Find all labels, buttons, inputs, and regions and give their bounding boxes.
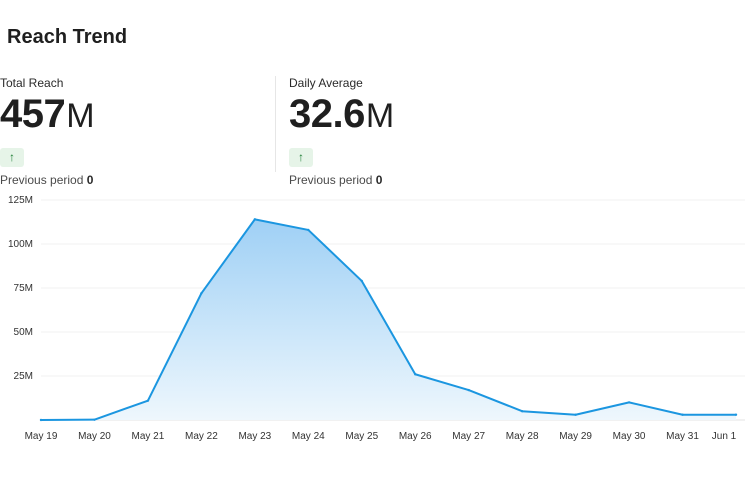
metric-number: 457	[0, 92, 66, 136]
y-tick-label: 125M	[8, 195, 33, 206]
x-tick-label: May 24	[292, 431, 325, 442]
x-tick-label: Jun 1	[712, 431, 737, 442]
y-tick-label: 25M	[14, 371, 33, 382]
data-point	[414, 373, 417, 376]
data-point	[307, 228, 310, 232]
x-tick-label: May 19	[25, 431, 58, 442]
y-tick-label: 75M	[14, 283, 33, 294]
x-tick-label: May 22	[185, 431, 218, 442]
previous-period-label: Previous period	[289, 173, 373, 187]
x-tick-label: May 20	[78, 431, 111, 442]
metric-value: 457M	[0, 94, 95, 143]
data-point	[253, 218, 257, 221]
data-point	[93, 418, 96, 421]
x-tick-label: May 28	[506, 431, 539, 442]
x-tick-label: May 27	[452, 431, 485, 442]
metric-divider	[275, 76, 276, 172]
x-tick-label: May 30	[613, 431, 646, 442]
data-point	[681, 413, 684, 416]
x-tick-label: May 21	[132, 431, 165, 442]
arrow-up-icon: ↑	[289, 148, 313, 167]
area-fill	[41, 219, 736, 420]
previous-period-value: 0	[86, 173, 94, 187]
metric-value: 32.6M	[289, 94, 394, 143]
data-point	[39, 418, 43, 422]
metric-unit: M	[66, 97, 95, 135]
data-point	[627, 401, 631, 404]
reach-series-line	[40, 218, 736, 421]
data-point	[574, 413, 577, 416]
x-tick-label: May 31	[666, 431, 699, 442]
previous-period: Previous period 0	[0, 173, 95, 187]
data-point	[734, 413, 738, 416]
metric-label: Total Reach	[0, 76, 64, 90]
arrow-up-icon: ↑	[0, 148, 24, 167]
x-tick-label: May 25	[345, 431, 378, 442]
metric-number: 32.6	[289, 92, 365, 136]
data-point	[360, 279, 363, 283]
x-tick-label: May 29	[559, 431, 592, 442]
metric-unit: M	[365, 97, 395, 135]
previous-period-value: 0	[375, 173, 383, 187]
previous-period: Previous period 0	[289, 173, 394, 187]
x-tick-label: May 26	[399, 431, 432, 442]
data-point	[520, 410, 524, 413]
total-reach-card: Total Reach 457M ↑ Previous period 0	[0, 76, 95, 187]
metric-label: Daily Average	[289, 76, 363, 90]
data-point	[146, 399, 150, 402]
x-tick-label: May 23	[238, 431, 271, 442]
y-tick-label: 100M	[8, 239, 33, 250]
data-point	[200, 292, 203, 295]
data-point	[467, 388, 470, 392]
daily-average-card: Daily Average 32.6M ↑ Previous period 0	[289, 76, 394, 187]
previous-period-label: Previous period	[0, 173, 84, 187]
page-title: Reach Trend	[7, 26, 128, 48]
y-tick-label: 50M	[14, 327, 33, 338]
